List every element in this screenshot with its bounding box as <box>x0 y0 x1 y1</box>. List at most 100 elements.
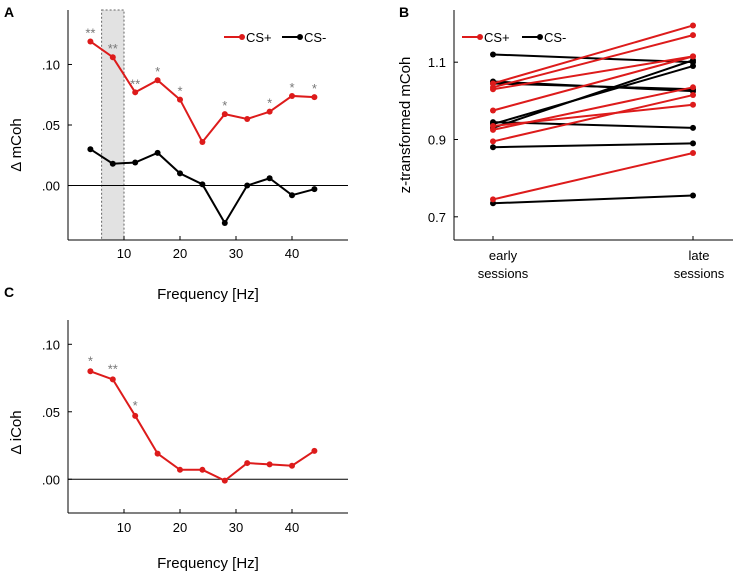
data-point <box>289 192 295 199</box>
data-point <box>690 140 696 147</box>
data-point <box>690 84 696 91</box>
significance-marker: * <box>177 84 182 99</box>
y-axis-title: Δ mCoh <box>8 118 25 171</box>
data-point <box>266 461 273 468</box>
y-tick-label: 0.9 <box>428 132 446 147</box>
significance-marker: * <box>312 81 317 96</box>
data-point <box>490 138 496 145</box>
x-axis-title: Frequency [Hz] <box>157 286 259 303</box>
data-point <box>490 51 496 58</box>
legend-swatch-marker <box>297 34 303 40</box>
subject-line <box>492 86 694 131</box>
subject-line <box>492 59 694 129</box>
x-tick-label: 30 <box>229 520 243 535</box>
data-point <box>177 466 183 473</box>
legend-label: CS- <box>544 30 566 45</box>
data-point <box>221 477 228 484</box>
y-tick-label: .05 <box>42 118 60 133</box>
x-tick-label: 40 <box>285 520 299 535</box>
subject-line <box>492 24 694 85</box>
data-point <box>490 107 496 114</box>
data-point <box>266 175 273 182</box>
data-point <box>244 182 251 189</box>
legend-swatch-marker <box>537 34 543 40</box>
data-point <box>266 108 273 115</box>
subject-line <box>492 55 694 91</box>
data-point <box>132 89 139 96</box>
data-point <box>109 160 116 167</box>
data-point <box>690 124 696 131</box>
y-tick-label: .00 <box>42 179 60 194</box>
data-point <box>109 376 116 383</box>
data-point <box>690 192 696 199</box>
data-point <box>87 368 94 375</box>
data-point <box>177 170 183 177</box>
x-tick-label: 40 <box>285 246 299 261</box>
legend-label: CS+ <box>484 30 510 45</box>
data-point <box>132 159 139 166</box>
data-point <box>490 80 496 87</box>
data-point <box>177 96 183 103</box>
significance-marker: * <box>155 64 160 79</box>
data-point <box>490 196 496 203</box>
legend-label: CS+ <box>246 30 272 45</box>
y-axis-title: Δ iCoh <box>8 410 25 454</box>
data-point <box>490 144 496 151</box>
x-tick-label: 20 <box>173 520 187 535</box>
data-point <box>154 77 161 84</box>
data-point <box>690 22 696 29</box>
subject-line <box>492 142 694 149</box>
subject-line <box>492 94 694 143</box>
x-axis-title: Frequency [Hz] <box>157 555 259 572</box>
y-tick-label: 1.1 <box>428 55 446 70</box>
series-line-cs-plus <box>90 370 315 482</box>
data-point <box>289 92 295 99</box>
subject-line <box>492 152 694 201</box>
panel-b-chart: 0.7 0.9 1.1 early sessions late sessions CS+ CS-… <box>397 10 733 281</box>
y-tick-label: .00 <box>42 472 60 487</box>
significance-marker: * <box>267 96 272 111</box>
data-point <box>311 94 318 101</box>
significance-marker: * <box>289 80 294 95</box>
data-point <box>490 126 496 133</box>
legend-label: CS- <box>304 30 326 45</box>
data-point <box>199 466 206 473</box>
data-point <box>690 101 696 108</box>
data-point <box>199 138 206 145</box>
data-point <box>154 450 161 457</box>
x-category-label: late <box>689 248 710 263</box>
y-tick-label: 0.7 <box>428 210 446 225</box>
data-point <box>244 115 251 122</box>
significance-marker: * <box>88 353 93 368</box>
panel-c-chart: 10 20 30 40.00.05.10****Frequency [Hz]Δ iCo… <box>8 320 348 572</box>
legend-swatch-marker <box>477 34 483 40</box>
significance-marker: ** <box>130 76 140 91</box>
data-point <box>690 53 696 60</box>
data-point <box>690 92 696 99</box>
x-tick-label: 30 <box>229 246 243 261</box>
x-category-label: sessions <box>478 266 529 281</box>
subject-line <box>492 194 694 205</box>
panel-a-chart: 10 20 30 40.00.05.10********* ** *CS+ CS-Frequ… <box>8 9 348 303</box>
data-point <box>289 462 295 469</box>
data-point <box>132 412 139 419</box>
data-point <box>154 149 161 156</box>
data-point <box>199 181 206 188</box>
data-point <box>221 111 228 118</box>
x-tick-label: 20 <box>173 246 187 261</box>
panel-label-b: B <box>399 4 409 20</box>
subject-line <box>492 55 694 112</box>
data-point <box>690 32 696 39</box>
data-point <box>244 460 251 467</box>
data-point <box>311 186 318 193</box>
x-tick-label: 10 <box>117 246 131 261</box>
y-axis-title: z-transformed mCoh <box>397 57 414 194</box>
significance-marker: * <box>222 98 227 113</box>
x-category-label: sessions <box>674 266 725 281</box>
subject-line <box>492 34 694 89</box>
data-point <box>690 150 696 157</box>
panel-label-c: C <box>4 284 14 300</box>
significance-marker: * <box>133 398 138 413</box>
legend-swatch-marker <box>239 34 245 40</box>
